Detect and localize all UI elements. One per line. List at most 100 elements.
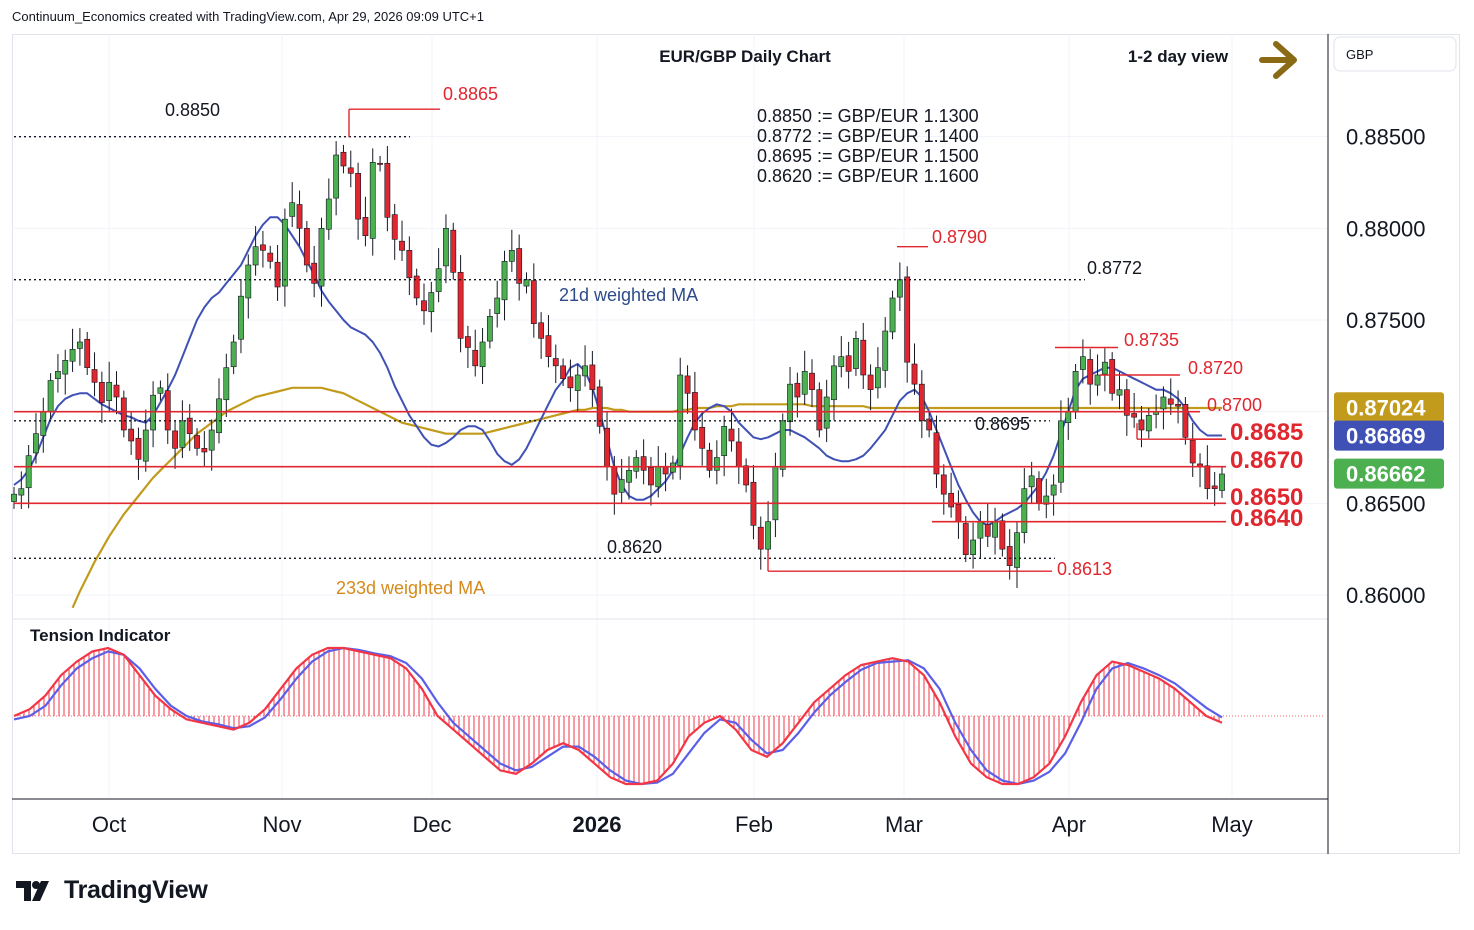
candle-body	[347, 167, 354, 174]
candle	[289, 182, 296, 228]
y-tick-label: 0.88500	[1346, 125, 1426, 150]
candle-body	[648, 467, 654, 486]
tension-indicator-pane	[13, 646, 1324, 786]
candle-body	[1079, 356, 1086, 370]
candle-body	[1138, 419, 1145, 431]
candle	[1138, 405, 1145, 448]
candle	[1211, 471, 1218, 506]
candle-body	[135, 437, 142, 460]
candle-body	[142, 429, 149, 462]
candle	[670, 455, 676, 480]
candle	[172, 420, 178, 469]
candle	[421, 283, 427, 325]
candle-body	[120, 397, 127, 431]
candle	[1123, 379, 1130, 436]
candle	[911, 343, 918, 395]
candle	[743, 458, 750, 493]
candle-body	[1043, 495, 1050, 505]
candle-body	[106, 382, 113, 401]
candle-body	[955, 503, 962, 522]
candle	[618, 458, 625, 503]
candle	[508, 229, 515, 272]
candle	[340, 144, 347, 174]
tradingview-logo-icon	[16, 880, 49, 901]
candle	[713, 440, 720, 485]
candle-body	[325, 198, 332, 230]
candle	[157, 380, 164, 401]
candle	[1101, 348, 1108, 392]
currency-button[interactable]: GBP	[1333, 36, 1457, 72]
candle-body	[560, 365, 566, 379]
candle-body	[216, 398, 222, 434]
candle-body	[889, 297, 896, 333]
candle-body	[391, 214, 398, 240]
candle-body	[465, 336, 471, 348]
candle	[867, 364, 874, 411]
candle-body	[743, 465, 750, 486]
candle-body	[1014, 532, 1020, 568]
candle-body	[311, 262, 318, 284]
candle	[179, 400, 186, 459]
candle	[1109, 352, 1116, 401]
candle-body	[450, 229, 457, 273]
candle	[728, 408, 735, 452]
wma21-label: 21d weighted MA	[559, 285, 698, 305]
candle	[677, 357, 684, 480]
x-tick-label: Feb	[735, 812, 773, 837]
price-tag-box	[1334, 458, 1444, 489]
candle	[918, 370, 925, 439]
candle	[1160, 386, 1167, 430]
candle-body	[757, 526, 764, 550]
candle-body	[823, 396, 830, 429]
candle-body	[98, 382, 105, 403]
chart-attribution: Continuum_Economics created with Trading…	[12, 9, 484, 24]
candle	[399, 220, 405, 261]
candle-body	[1131, 413, 1138, 418]
candle-body	[853, 338, 859, 369]
y-tick-label: 0.87500	[1346, 308, 1426, 333]
candle	[1043, 478, 1050, 519]
x-tick-label: Apr	[1052, 812, 1086, 837]
candle-body	[179, 420, 186, 448]
x-tick-label: 2026	[573, 812, 622, 837]
candle-body	[443, 228, 449, 267]
candle	[940, 464, 947, 515]
candle-body	[289, 202, 296, 217]
candle-body	[435, 268, 442, 292]
candle-body	[713, 457, 720, 471]
candle-body	[84, 338, 91, 368]
price-tag: 0.86869	[1334, 420, 1444, 451]
candle-body	[779, 420, 786, 470]
candle-body	[267, 252, 274, 262]
candle	[735, 427, 742, 484]
candle	[333, 141, 340, 216]
candle	[486, 309, 493, 349]
candle-body	[1072, 371, 1079, 412]
candle	[1182, 397, 1189, 445]
tradingview-logo[interactable]: TradingView	[16, 876, 208, 905]
candle-body	[801, 371, 808, 395]
candle	[391, 203, 398, 260]
candle-body	[25, 455, 32, 489]
price-tag-box	[1334, 420, 1444, 451]
x-tick-label: Dec	[412, 812, 451, 837]
candle-body	[1028, 475, 1035, 488]
candle-body	[1021, 488, 1028, 533]
candle	[457, 255, 464, 353]
candle	[530, 263, 537, 338]
candle	[501, 250, 508, 321]
candle	[582, 345, 588, 387]
candle-body	[1182, 404, 1189, 438]
candle-body	[472, 349, 479, 367]
candle-body	[362, 217, 369, 236]
candle	[750, 465, 757, 540]
candle	[611, 456, 618, 515]
wma21-path	[13, 216, 1222, 527]
candle	[889, 290, 896, 340]
candle	[984, 503, 991, 547]
candle	[589, 350, 596, 407]
dotted-level-label: 0.8620	[607, 537, 662, 557]
candle	[1036, 471, 1042, 511]
candle-body	[428, 292, 435, 313]
